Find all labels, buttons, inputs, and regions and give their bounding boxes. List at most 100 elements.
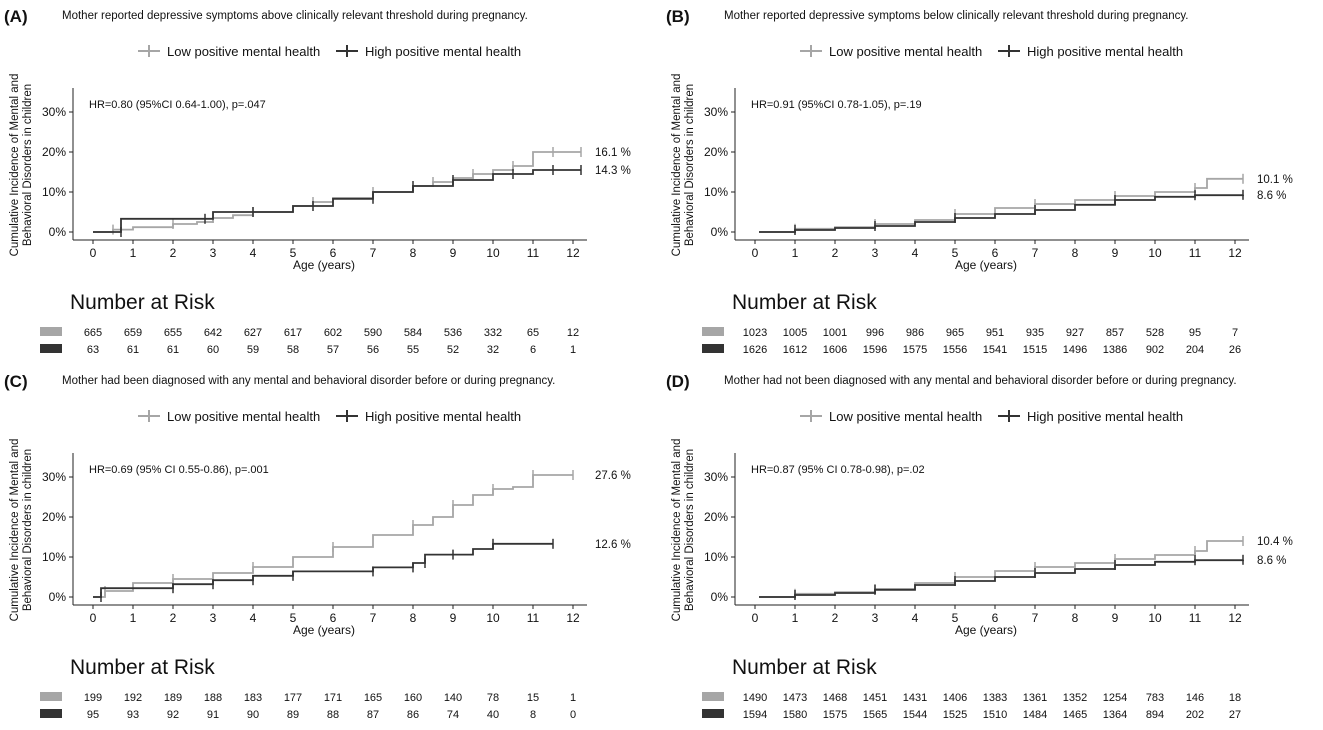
risk-low-swatch <box>40 692 62 701</box>
x-tick-label: 3 <box>210 246 217 260</box>
risk-low-swatch <box>40 327 62 336</box>
panel-label: (A) <box>4 7 28 26</box>
series-low-line <box>93 474 573 598</box>
x-tick-label: 10 <box>1148 246 1162 260</box>
risk-low-count: 183 <box>244 692 262 704</box>
risk-low-count: 146 <box>1186 692 1204 704</box>
risk-low-count: 1254 <box>1103 692 1127 704</box>
x-tick-label: 6 <box>330 611 337 625</box>
y-tick-label: 10% <box>704 185 728 199</box>
risk-high-count: 1580 <box>783 709 807 721</box>
risk-low-count: 332 <box>484 327 502 339</box>
y-axis-label: Cumulative Incidence of Mental and Behavi… <box>9 74 34 257</box>
risk-low-count: 655 <box>164 327 182 339</box>
x-tick-label: 2 <box>832 246 839 260</box>
risk-high-count: 58 <box>287 344 299 356</box>
risk-high-count: 86 <box>407 709 419 721</box>
risk-high-count: 1515 <box>1023 344 1047 356</box>
legend-high-label: High positive mental health <box>365 409 521 424</box>
risk-high-count: 1484 <box>1023 709 1047 721</box>
x-tick-label: 1 <box>792 246 799 260</box>
x-tick-label: 1 <box>130 611 137 625</box>
y-tick-label: 20% <box>704 145 728 159</box>
series-high-end-label: 12.6 % <box>595 539 631 551</box>
risk-high-count: 59 <box>247 344 259 356</box>
series-low: 27.6 % <box>93 470 631 598</box>
y-tick-label: 0% <box>49 225 67 239</box>
x-axis-label: Age (years) <box>955 258 1017 272</box>
risk-high-count: 60 <box>207 344 219 356</box>
risk-high-count: 1626 <box>743 344 767 356</box>
panel-title: Mother reported depressive symptoms belo… <box>724 10 1189 22</box>
x-tick-label: 2 <box>170 611 177 625</box>
risk-high-count: 1364 <box>1103 709 1127 721</box>
risk-high-count: 74 <box>447 709 459 721</box>
y-tick-label: 30% <box>42 470 66 484</box>
risk-low-count: 171 <box>324 692 342 704</box>
x-tick-label: 11 <box>1189 611 1202 625</box>
risk-high-count: 1465 <box>1063 709 1087 721</box>
risk-high-count: 56 <box>367 344 379 356</box>
x-tick-label: 0 <box>752 611 759 625</box>
risk-low-count: 602 <box>324 327 342 339</box>
x-tick-label: 11 <box>527 246 540 260</box>
series-high: 12.6 % <box>93 539 631 602</box>
risk-high-swatch <box>40 344 62 353</box>
risk-high-count: 1525 <box>943 709 967 721</box>
panel-title: Mother reported depressive symptoms abov… <box>62 10 528 22</box>
x-tick-label: 12 <box>1228 246 1242 260</box>
risk-high-count: 1 <box>570 344 576 356</box>
x-tick-label: 7 <box>1032 246 1039 260</box>
x-tick-label: 5 <box>952 611 959 625</box>
legend-low-label: Low positive mental health <box>829 44 982 59</box>
risk-high-count: 61 <box>167 344 179 356</box>
x-tick-label: 9 <box>450 611 457 625</box>
series-high-end-label: 8.6 % <box>1257 190 1286 202</box>
panel-label: (C) <box>4 372 28 391</box>
x-tick-label: 5 <box>290 246 297 260</box>
risk-low-count: 1431 <box>903 692 927 704</box>
y-tick-label: 10% <box>42 185 66 199</box>
risk-low-count: 65 <box>527 327 539 339</box>
x-tick-label: 6 <box>992 611 999 625</box>
x-tick-label: 2 <box>170 246 177 260</box>
risk-high-count: 1594 <box>743 709 767 721</box>
series-low-line <box>93 151 581 233</box>
risk-low-count: 1005 <box>783 327 807 339</box>
risk-high-count: 1575 <box>823 709 847 721</box>
risk-low-swatch <box>702 327 724 336</box>
risk-high-count: 90 <box>247 709 259 721</box>
legend: Low positive mental health High positive … <box>138 409 521 424</box>
risk-high-count: 88 <box>327 709 339 721</box>
series-high-end-label: 8.6 % <box>1257 555 1286 567</box>
risk-low-count: 199 <box>84 692 102 704</box>
y-tick-label: 20% <box>42 145 66 159</box>
panel-title: Mother had been diagnosed with any menta… <box>62 375 555 387</box>
series-low: 10.1 % <box>759 173 1293 234</box>
x-tick-label: 8 <box>1072 246 1079 260</box>
series-high-line <box>759 559 1244 598</box>
x-tick-label: 12 <box>566 246 580 260</box>
risk-high-count: 1556 <box>943 344 967 356</box>
y-axis-label: Cumulative Incidence of Mental and Behavi… <box>9 439 34 622</box>
hr-annotation: HR=0.87 (95% CI 0.78-0.98), p=.02 <box>751 464 925 476</box>
risk-low-count: 189 <box>164 692 182 704</box>
risk-high-count: 0 <box>570 709 576 721</box>
hr-annotation: HR=0.80 (95%CI 0.64-1.00), p=.047 <box>89 99 266 111</box>
risk-low-count: 1451 <box>863 692 887 704</box>
series-low-line <box>759 540 1243 598</box>
series-low-end-label: 27.6 % <box>595 470 631 482</box>
x-tick-label: 9 <box>450 246 457 260</box>
risk-low-count: 165 <box>364 692 382 704</box>
x-tick-label: 11 <box>527 611 540 625</box>
series-low-end-label: 10.4 % <box>1257 536 1293 548</box>
risk-high-count: 63 <box>87 344 99 356</box>
risk-low-count: 18 <box>1229 692 1241 704</box>
x-tick-label: 12 <box>566 611 580 625</box>
y-tick-label: 30% <box>704 105 728 119</box>
risk-high-count: 27 <box>1229 709 1241 721</box>
series-low-line <box>759 177 1243 233</box>
y-tick-label: 20% <box>42 510 66 524</box>
risk-low-count: 951 <box>986 327 1004 339</box>
risk-low-count: 584 <box>404 327 422 339</box>
